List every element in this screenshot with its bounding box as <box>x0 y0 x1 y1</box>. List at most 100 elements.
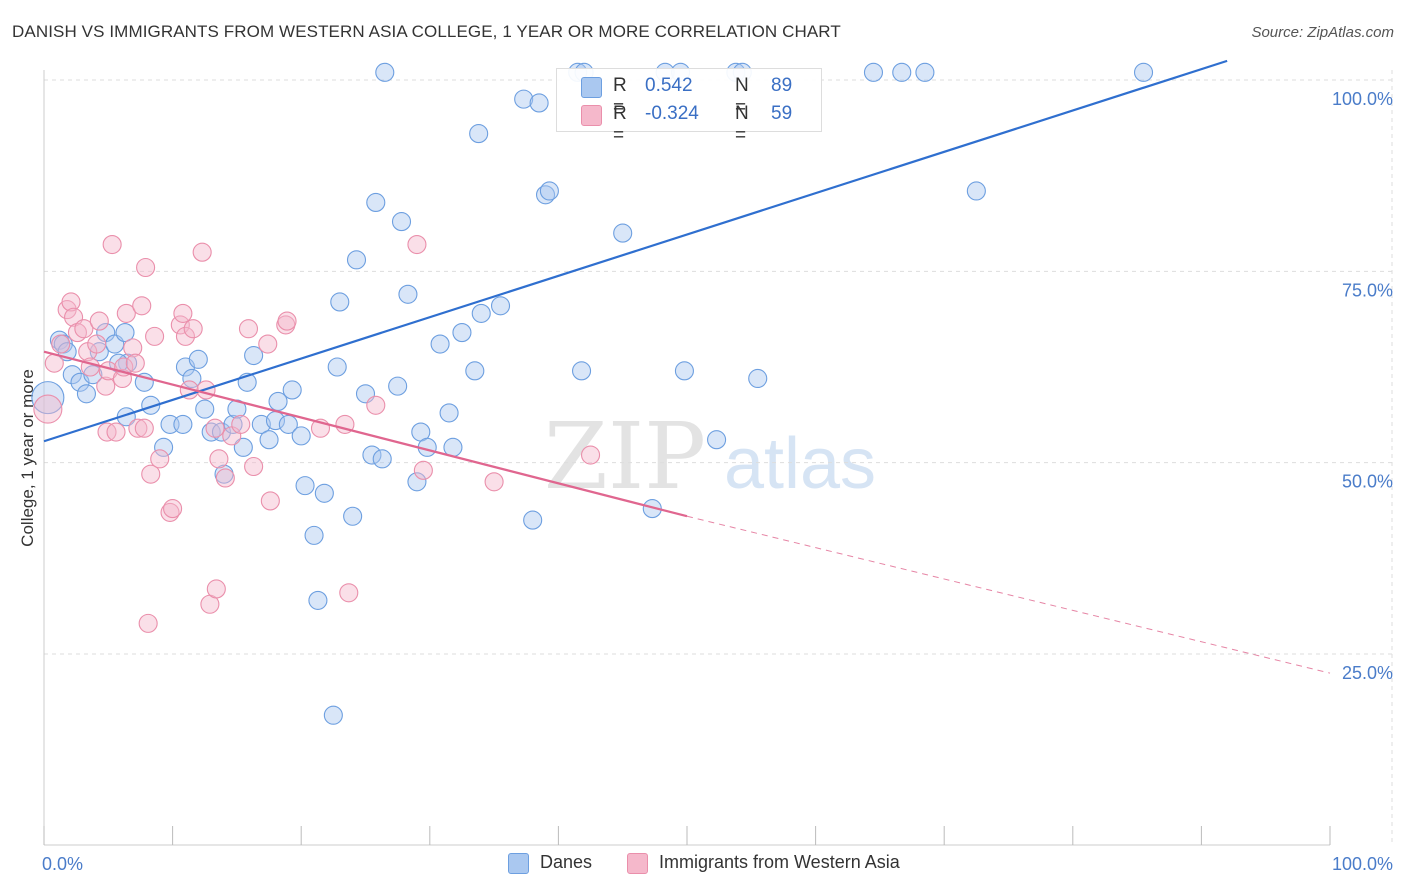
immigrants-point <box>87 334 107 354</box>
immigrants-point <box>277 311 297 331</box>
trend-lines <box>43 59 1331 674</box>
immigrants-point <box>183 319 203 339</box>
y-tick-label: 75.0% <box>1342 280 1393 300</box>
immigrants-point <box>206 579 226 599</box>
immigrants-point <box>132 296 152 316</box>
immigrants-legend-label: Immigrants from Western Asia <box>659 852 900 872</box>
immigrants-point <box>116 303 136 323</box>
immigrants-point <box>125 353 145 373</box>
x-tick-label: 100.0% <box>1332 854 1393 874</box>
danes-point <box>141 395 161 415</box>
immigrants-point <box>123 338 143 358</box>
danes-swatch <box>581 77 602 98</box>
danes-point <box>707 430 727 450</box>
danes-point <box>83 365 103 385</box>
danes-point <box>398 284 418 304</box>
danes-point <box>514 89 534 109</box>
immigrants-point <box>80 357 100 377</box>
immigrants-point <box>102 234 122 255</box>
danes-point <box>388 376 408 396</box>
danes-point <box>535 185 556 205</box>
danes-point <box>346 250 367 270</box>
danes-point <box>115 323 135 343</box>
immigrants-point <box>170 315 190 335</box>
danes-point <box>188 349 208 369</box>
danes-point <box>62 365 82 385</box>
immigrants-point <box>580 445 601 465</box>
watermark-atlas: atlas <box>724 424 876 504</box>
immigrants-point <box>163 499 183 519</box>
series <box>31 62 1154 725</box>
danes-point <box>1133 62 1154 82</box>
danes-point <box>268 391 288 411</box>
correlation-legend: R = 0.542 N = 89 R = -0.324 N = 59 <box>556 68 822 146</box>
immigrants-point <box>134 418 154 438</box>
danes-legend-swatch <box>508 853 529 874</box>
danes-point <box>469 124 489 144</box>
immigrants-point <box>128 418 148 438</box>
r-value: -0.324 <box>645 103 699 124</box>
danes-point <box>259 430 279 450</box>
danes-point <box>375 62 395 82</box>
danes-point <box>343 506 363 526</box>
immigrants-legend-swatch <box>627 853 648 874</box>
immigrants-point <box>484 472 504 492</box>
danes-point <box>195 399 215 419</box>
immigrants-point <box>339 583 359 603</box>
y-tick-label: 25.0% <box>1342 663 1393 683</box>
danes-point <box>327 357 347 377</box>
danes-point <box>251 414 271 434</box>
danes-point <box>362 445 382 465</box>
immigrants-point <box>215 468 235 488</box>
r-value: 0.542 <box>645 75 693 96</box>
immigrants-point <box>96 376 116 396</box>
tick-labels: 25.0% 50.0% 75.0% 100.0% 0.0% 100.0% <box>42 89 1393 874</box>
danes-point <box>407 472 427 492</box>
danes-point <box>471 303 491 323</box>
danes-point <box>439 403 459 423</box>
source-label: Source: ZipAtlas.com <box>1251 24 1394 41</box>
danes-point <box>173 414 193 434</box>
immigrants-point <box>175 326 196 346</box>
immigrants-trend-line <box>43 350 688 518</box>
danes-trend-line <box>43 59 1228 443</box>
immigrants-point <box>238 319 259 339</box>
danes-point <box>278 414 298 434</box>
danes-point <box>182 368 202 389</box>
danes-point <box>291 426 311 446</box>
y-tick-label: 100.0% <box>1332 89 1393 109</box>
immigrants-point <box>89 311 109 331</box>
danes-point <box>674 361 694 381</box>
immigrants-point <box>192 242 212 262</box>
immigrants-swatch <box>581 105 602 126</box>
immigrants-point <box>150 449 170 469</box>
immigrants-point <box>173 303 193 323</box>
danes-point <box>109 353 129 373</box>
danes-point <box>314 483 334 503</box>
danes-point <box>31 381 65 415</box>
danes-point <box>452 323 472 343</box>
danes-point <box>323 705 343 725</box>
danes-point <box>282 380 302 400</box>
immigrants-point <box>51 334 71 354</box>
immigrants-point <box>61 292 81 312</box>
immigrants-point <box>231 414 251 434</box>
danes-point <box>201 422 221 442</box>
danes-point <box>539 181 559 201</box>
immigrants-point <box>407 234 427 255</box>
danes-point <box>391 212 412 232</box>
danes-point <box>295 476 315 496</box>
immigrants-series <box>33 234 601 633</box>
r-label: R = <box>613 75 627 118</box>
chart-title: DANISH VS IMMIGRANTS FROM WESTERN ASIA C… <box>12 22 841 41</box>
immigrants-point <box>260 491 280 511</box>
immigrants-point <box>141 464 161 484</box>
immigrants-point <box>74 319 94 339</box>
danes-point <box>892 62 912 82</box>
danes-point <box>154 437 174 457</box>
danes-point <box>89 342 109 362</box>
immigrants-point <box>33 394 63 424</box>
danes-point <box>465 361 485 381</box>
y-tick-label: 50.0% <box>1342 472 1393 492</box>
